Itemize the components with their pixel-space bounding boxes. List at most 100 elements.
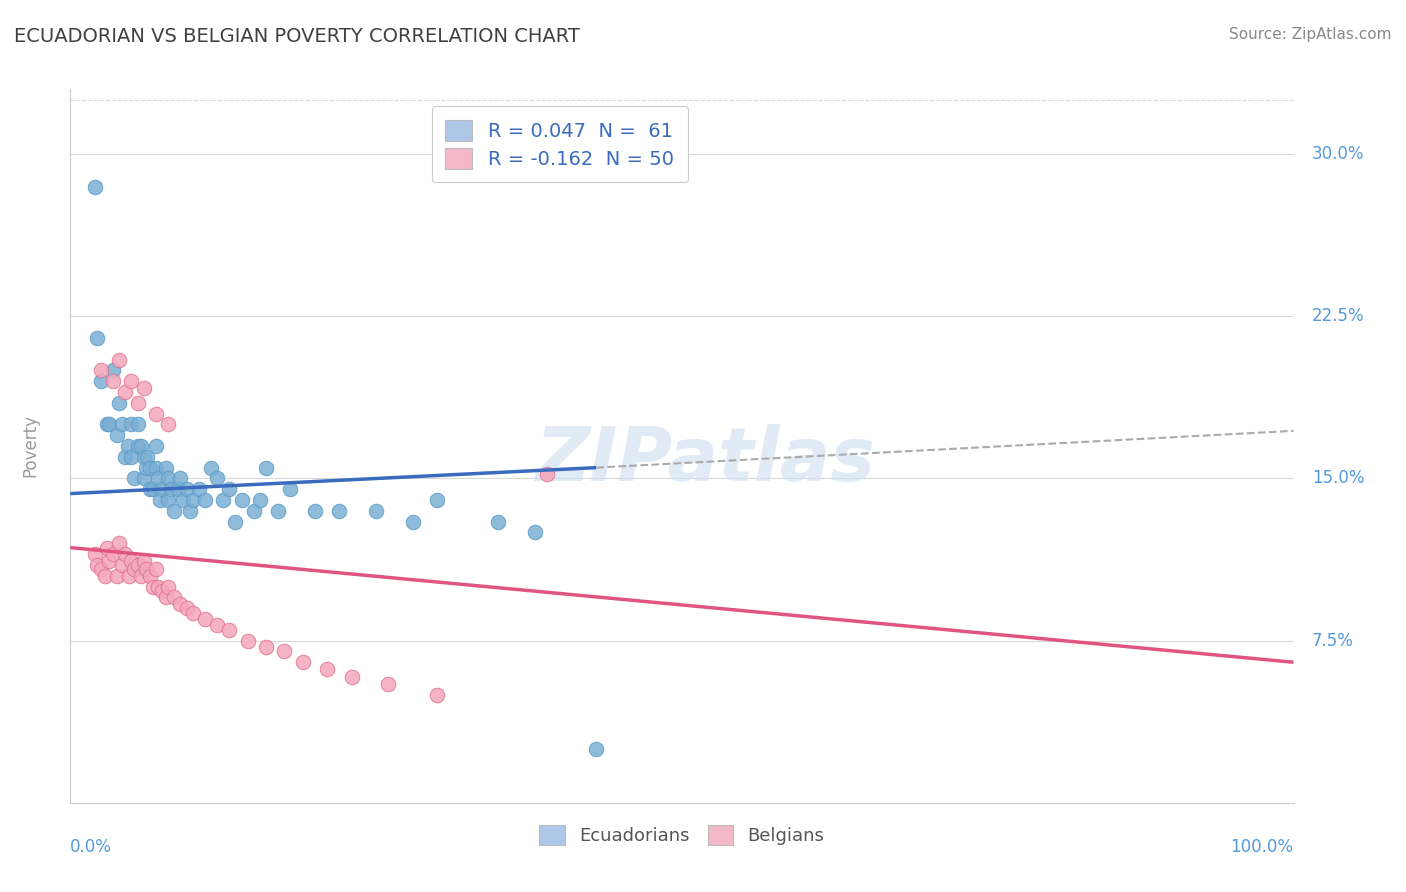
Point [96,541,118,555]
Point [488,515,510,529]
Point [121,450,143,464]
Point [122,562,145,576]
Point [121,553,143,567]
Point [122,471,145,485]
Point [98,553,121,567]
Point [90,363,112,377]
Point [142,482,165,496]
Point [149,493,172,508]
Point [254,640,277,654]
Point [155,591,177,605]
Point [108,396,131,410]
Point [163,504,186,518]
Point [114,384,136,399]
Point [83,179,105,194]
Point [366,504,388,518]
Point [145,562,167,576]
Point [187,482,209,496]
Point [254,460,277,475]
Point [155,460,177,475]
Point [96,417,118,432]
Point [205,471,228,485]
Point [377,677,399,691]
Point [157,417,180,432]
Text: 7.5%: 7.5% [1312,632,1354,649]
Point [402,515,425,529]
Point [157,471,180,485]
Point [218,482,240,496]
Point [340,670,363,684]
Point [585,741,607,756]
Point [159,482,181,496]
Point [86,558,108,572]
Text: 100.0%: 100.0% [1230,838,1294,856]
Point [111,417,134,432]
Point [90,562,112,576]
Text: ZIPatlas: ZIPatlas [536,424,876,497]
Point [86,331,108,345]
Point [127,558,149,572]
Point [132,381,155,395]
Point [236,633,259,648]
Point [127,439,149,453]
Point [117,439,139,453]
Point [267,504,290,518]
Point [150,482,173,496]
Point [105,568,128,582]
Point [167,482,190,496]
Point [163,591,186,605]
Point [136,450,159,464]
Point [108,536,131,550]
Point [150,583,173,598]
Point [135,562,157,576]
Point [524,525,547,540]
Legend: Ecuadorians, Belgians: Ecuadorians, Belgians [527,813,837,858]
Point [179,504,201,518]
Point [114,547,136,561]
Point [139,482,162,496]
Point [108,352,131,367]
Point [224,515,246,529]
Point [181,493,204,508]
Point [132,450,155,464]
Point [101,363,124,377]
Point [181,606,204,620]
Point [291,655,314,669]
Point [98,417,121,432]
Point [280,482,302,496]
Point [304,504,326,518]
Text: 15.0%: 15.0% [1312,469,1364,487]
Point [129,439,152,453]
Point [105,428,128,442]
Text: Source: ZipAtlas.com: Source: ZipAtlas.com [1229,27,1392,42]
Point [176,482,198,496]
Point [127,417,149,432]
Point [135,460,157,475]
Point [194,493,217,508]
Point [194,612,217,626]
Point [132,471,155,485]
Point [121,374,143,388]
Point [101,547,124,561]
Point [536,467,558,482]
Point [231,493,253,508]
Point [83,547,105,561]
Point [118,568,141,582]
Text: 22.5%: 22.5% [1312,307,1364,326]
Point [132,553,155,567]
Text: 30.0%: 30.0% [1312,145,1364,163]
Point [200,460,222,475]
Point [218,623,240,637]
Text: ECUADORIAN VS BELGIAN POVERTY CORRELATION CHART: ECUADORIAN VS BELGIAN POVERTY CORRELATIO… [14,27,579,45]
Point [114,450,136,464]
Point [142,580,165,594]
Point [90,374,112,388]
Point [328,504,350,518]
Point [176,601,198,615]
Point [273,644,295,658]
Point [426,688,449,702]
Point [145,439,167,453]
Point [249,493,271,508]
Point [145,407,167,421]
Point [157,580,180,594]
